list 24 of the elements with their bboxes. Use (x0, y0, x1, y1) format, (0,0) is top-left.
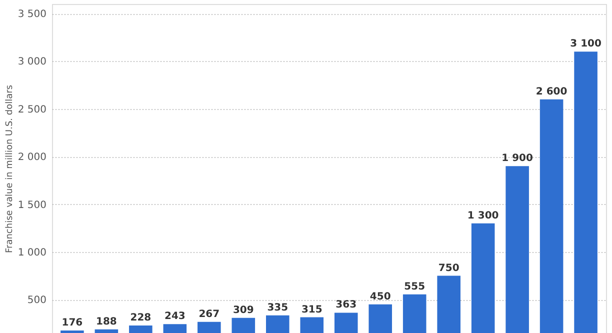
data-label: 1 300 (467, 210, 499, 222)
data-label: 335 (267, 302, 288, 314)
y-tick-label: 2 500 (18, 104, 46, 116)
y-tick-label: 1 500 (18, 200, 46, 211)
data-label: 188 (96, 316, 117, 328)
data-label: 363 (336, 300, 357, 311)
data-label: 243 (164, 311, 186, 322)
y-tick-label: 1 000 (18, 247, 46, 258)
data-label: 2 600 (536, 86, 568, 98)
data-label: 228 (130, 312, 152, 324)
data-label: 1 900 (502, 153, 534, 164)
data-label: 750 (438, 262, 460, 274)
y-tick-label: 500 (27, 295, 46, 306)
data-label: 3 100 (570, 38, 602, 50)
data-label: 176 (62, 318, 83, 329)
y-tick-label: 3 000 (18, 56, 46, 68)
y-axis-title: Franchise value in million U.S. dollars (4, 84, 15, 254)
data-label: 555 (404, 281, 426, 292)
data-label: 267 (198, 308, 220, 320)
y-tick-label: 3 500 (18, 9, 46, 20)
y-tick-label: 2 000 (18, 152, 46, 164)
data-label: 450 (370, 291, 391, 302)
data-label: 309 (232, 304, 254, 316)
data-label: 315 (301, 304, 322, 316)
